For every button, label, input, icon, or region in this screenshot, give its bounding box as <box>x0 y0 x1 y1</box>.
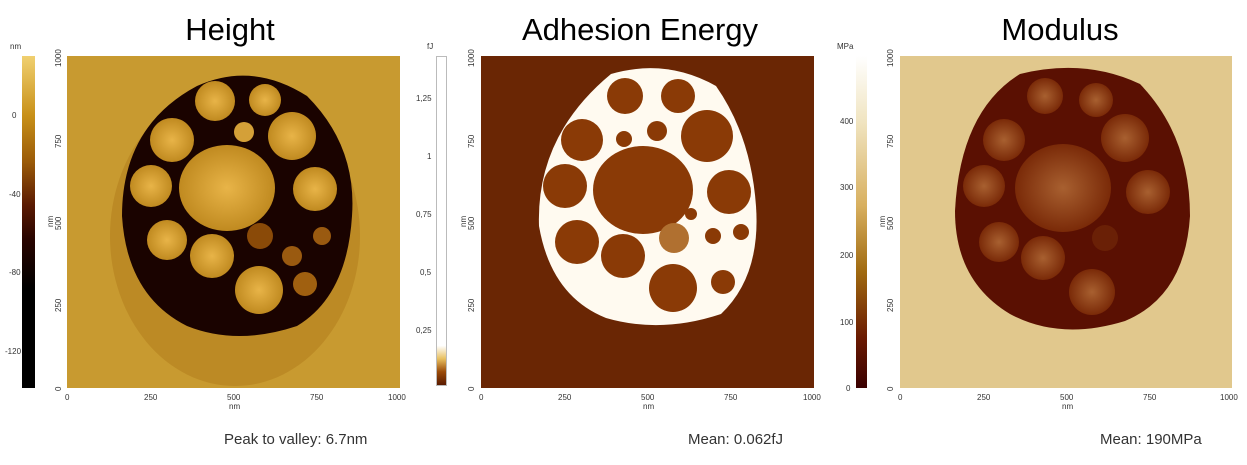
modulus-ytick-500: 500 <box>886 216 895 230</box>
height-title: Height <box>185 12 275 47</box>
adhesion-cbar-tick-1: 1 <box>427 152 432 161</box>
adhesion-xtick-500: 500 <box>641 393 655 402</box>
height-ytick-0: 0 <box>54 386 63 391</box>
modulus-xtick-250: 250 <box>977 393 991 402</box>
modulus-xtick-750: 750 <box>1143 393 1157 402</box>
height-xtick-500: 500 <box>227 393 241 402</box>
adhesion-ytick-750: 750 <box>467 134 476 148</box>
modulus-cbar-tick-3: 100 <box>840 318 854 327</box>
modulus-ytick-750: 750 <box>886 134 895 148</box>
height-colorbar <box>22 56 35 388</box>
modulus-x-unit: nm <box>1062 402 1074 411</box>
modulus-xtick-0: 0 <box>898 393 903 402</box>
height-cbar-tick-0: 0 <box>12 111 17 120</box>
modulus-ytick-1000: 1000 <box>886 49 895 67</box>
height-xtick-750: 750 <box>310 393 324 402</box>
adhesion-cbar-tick-4: 0,25 <box>416 326 432 335</box>
height-caption: Peak to valley: 6.7nm <box>224 431 368 448</box>
height-image <box>67 56 400 388</box>
height-x-unit: nm <box>229 402 241 411</box>
height-xtick-1000: 1000 <box>388 393 406 402</box>
height-cbar-tick-2: -80 <box>9 268 21 277</box>
height-colorbar-unit: nm <box>10 42 22 51</box>
modulus-xtick-1000: 1000 <box>1220 393 1238 402</box>
adhesion-xtick-1000: 1000 <box>803 393 821 402</box>
modulus-ytick-0: 0 <box>886 386 895 391</box>
height-ytick-750: 750 <box>54 134 63 148</box>
modulus-cbar-tick-1: 300 <box>840 183 854 192</box>
adhesion-cbar-tick-3: 0,5 <box>420 268 432 277</box>
adhesion-ytick-250: 250 <box>467 298 476 312</box>
adhesion-colorbar-unit: fJ <box>427 42 434 51</box>
adhesion-image <box>481 56 814 388</box>
modulus-xtick-500: 500 <box>1060 393 1074 402</box>
height-ytick-1000: 1000 <box>54 49 63 67</box>
modulus-image <box>900 56 1232 388</box>
height-ytick-250: 250 <box>54 298 63 312</box>
adhesion-ytick-500: 500 <box>467 216 476 230</box>
adhesion-x-unit: nm <box>643 402 655 411</box>
modulus-cbar-tick-4: 0 <box>846 384 851 393</box>
adhesion-caption: Mean: 0.062fJ <box>688 431 784 448</box>
adhesion-title: Adhesion Energy <box>521 12 759 47</box>
modulus-colorbar-unit: MPa <box>837 42 854 51</box>
adhesion-ytick-0: 0 <box>467 386 476 391</box>
modulus-cbar-tick-0: 400 <box>840 117 854 126</box>
height-cbar-tick-1: -40 <box>9 190 21 199</box>
height-xtick-0: 0 <box>65 393 70 402</box>
modulus-y-unit: nm <box>878 215 887 227</box>
adhesion-ytick-1000: 1000 <box>467 49 476 67</box>
adhesion-cbar-tick-2: 0,75 <box>416 210 432 219</box>
height-y-unit: nm <box>46 215 55 227</box>
modulus-colorbar <box>856 56 867 388</box>
height-xtick-250: 250 <box>144 393 158 402</box>
modulus-ytick-250: 250 <box>886 298 895 312</box>
modulus-title: Modulus <box>1001 12 1119 47</box>
adhesion-y-unit: nm <box>459 215 468 227</box>
height-ytick-500: 500 <box>54 216 63 230</box>
modulus-cbar-tick-2: 200 <box>840 251 854 260</box>
height-cbar-tick-3: -120 <box>5 347 22 356</box>
modulus-caption: Mean: 190MPa <box>1100 431 1202 448</box>
adhesion-xtick-0: 0 <box>479 393 484 402</box>
adhesion-colorbar <box>436 56 447 386</box>
adhesion-xtick-750: 750 <box>724 393 738 402</box>
adhesion-cbar-tick-0: 1,25 <box>416 94 432 103</box>
adhesion-xtick-250: 250 <box>558 393 572 402</box>
